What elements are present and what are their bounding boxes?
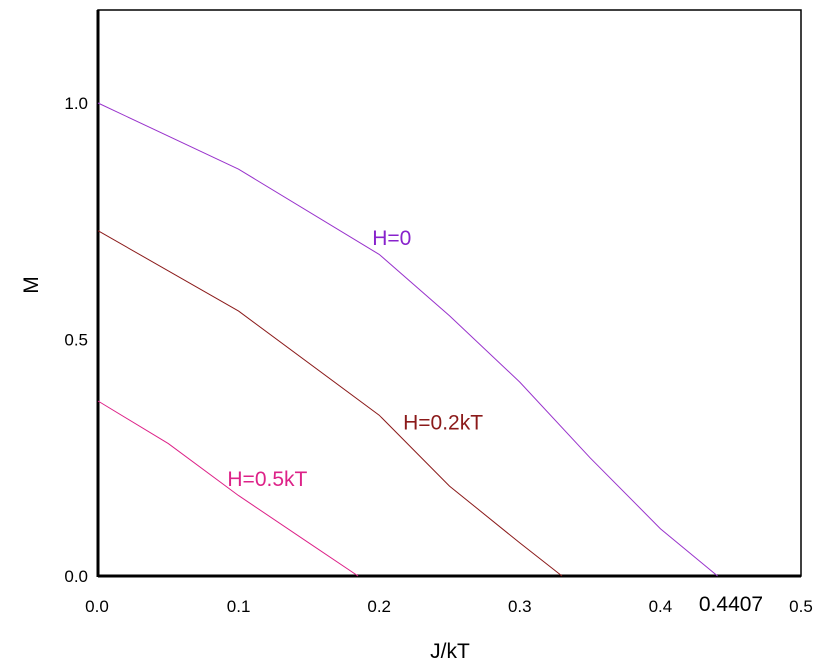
x-tick-label: 0.4 [649,597,673,616]
plot-frame [98,10,801,576]
special-x-label: 0.4407 [699,593,763,616]
series-line-1 [98,231,562,576]
curve-label: H=0.2kT [403,411,483,434]
x-tick-label: 0.2 [367,597,391,616]
series-line-0 [98,103,718,576]
x-tick-label: 0.0 [85,597,109,616]
y-axis-title: M [20,276,43,294]
y-tick-label: 1.0 [64,94,88,113]
series-layer [98,103,718,576]
curve-label: H=0.5kT [227,468,307,491]
curve-label: H=0 [372,227,411,250]
x-axis-title: J/kT [430,640,470,663]
x-tick-label: 0.3 [508,597,532,616]
x-tick-label: 0.5 [789,597,813,616]
annotation-layer: H=0 H=0.2kT H=0.5kT [227,227,483,491]
x-tick-label: 0.1 [227,597,251,616]
y-tick-labels: 0.0 0.5 1.0 [64,94,88,586]
y-tick-label: 0.0 [64,567,88,586]
y-tick-label: 0.5 [64,331,88,350]
